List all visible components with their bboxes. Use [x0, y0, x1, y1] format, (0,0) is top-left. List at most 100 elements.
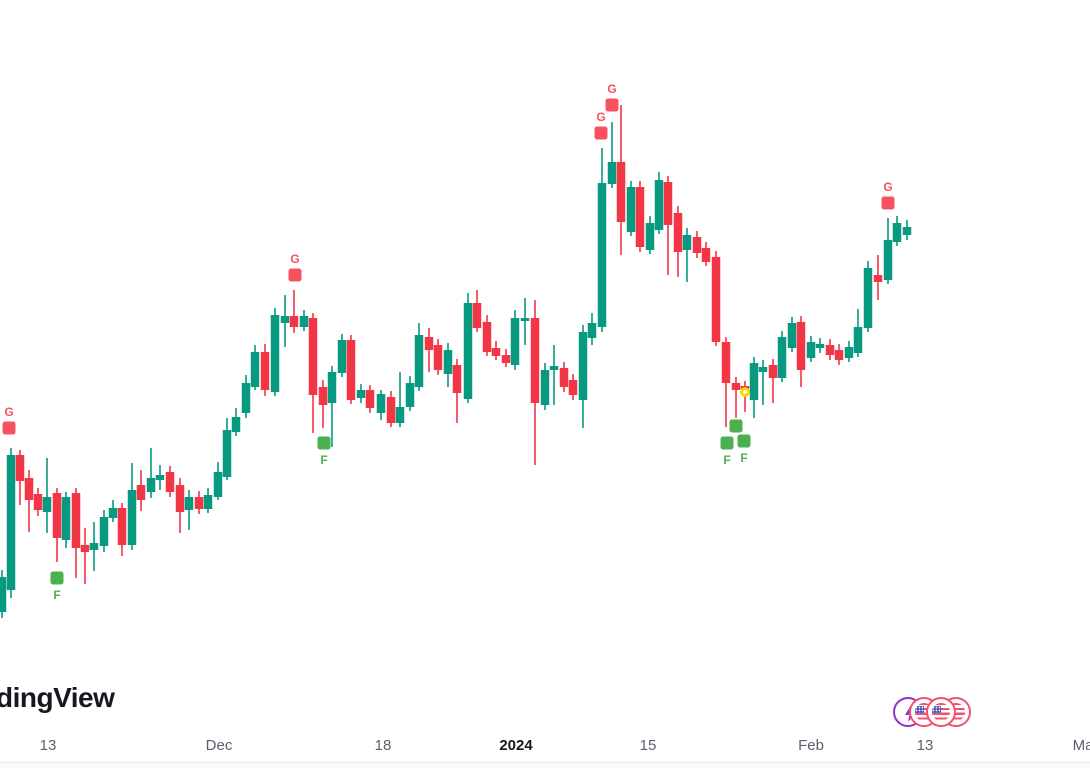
candle-body-up — [280, 316, 290, 323]
candle-body-down — [452, 365, 462, 393]
candle-body-down — [386, 397, 396, 423]
candle-body-down — [701, 248, 711, 262]
candle-wick — [150, 448, 152, 498]
candle-body-up — [395, 407, 405, 423]
candle-body-down — [568, 380, 578, 395]
buy-signal-square — [317, 436, 331, 450]
candle-wick — [686, 228, 688, 282]
candle-body-up — [540, 370, 550, 405]
candle-body-down — [768, 365, 778, 378]
candle-body-down — [33, 494, 43, 510]
time-tick-2024: 2024 — [499, 737, 533, 754]
candle-body-down — [194, 497, 204, 509]
candle-body-down — [346, 340, 356, 400]
candle-body-down — [15, 455, 25, 481]
time-tick-15: 15 — [639, 737, 657, 754]
candle-body-up — [61, 497, 71, 540]
candle-body-up — [222, 430, 232, 477]
candle-body-up — [337, 340, 347, 373]
candle-wick — [293, 290, 295, 333]
candle-body-up — [327, 372, 337, 403]
candle-body-up — [626, 187, 636, 232]
candle-body-up — [607, 162, 617, 184]
candle-wick — [46, 458, 48, 533]
candle-body-down — [825, 345, 835, 355]
candle-body-down — [52, 493, 62, 538]
time-axis[interactable]: 13 Dec 18 2024 15 Feb 13 Ma — [0, 734, 1090, 762]
candle-wick — [28, 470, 30, 532]
candle-body-up — [815, 344, 825, 348]
candle-body-up — [863, 268, 873, 328]
candle-body-down — [796, 322, 806, 370]
candle-body-up — [510, 318, 520, 365]
candle-body-down — [433, 345, 443, 370]
candle-body-up — [682, 235, 692, 250]
candle-body-up — [787, 323, 797, 348]
candle-body-up — [902, 227, 912, 235]
time-tick-feb: Feb — [798, 737, 824, 754]
candle-body-up — [42, 497, 52, 512]
time-tick-13: 13 — [39, 737, 57, 754]
candle-body-up — [203, 495, 213, 509]
candle-body-up — [749, 363, 759, 400]
sell-signal-label: G — [607, 82, 616, 96]
tradingview-logo[interactable]: dingView — [0, 682, 115, 713]
axis-separator-line — [0, 762, 1090, 763]
candle-body-up — [146, 478, 156, 492]
buy-signal-label: F — [320, 453, 327, 467]
sell-signal-label: G — [4, 405, 13, 419]
candle-wick — [553, 345, 555, 405]
candle-body-down — [873, 275, 883, 282]
candle-body-down — [117, 508, 127, 545]
candle-body-up — [443, 350, 453, 374]
candle-body-down — [80, 545, 90, 552]
sell-signal-label: G — [883, 180, 892, 194]
candle-body-down — [692, 237, 702, 253]
candle-body-down — [482, 322, 492, 352]
candle-body-up — [405, 383, 415, 407]
buy-signal-square — [50, 571, 64, 585]
candle-body-up — [99, 517, 109, 546]
candle-body-up — [853, 327, 863, 353]
candle-body-up — [270, 315, 280, 392]
candle-body-down — [559, 368, 569, 387]
buy-signal-square — [729, 419, 743, 433]
neutral-signal-dot — [740, 387, 750, 397]
time-tick-ma: Ma — [1072, 737, 1090, 754]
candle-wick — [735, 377, 737, 418]
sell-signal-square — [2, 421, 16, 435]
candle-body-down — [289, 316, 299, 327]
candle-body-up — [463, 303, 473, 399]
candle-body-up — [231, 417, 241, 432]
candle-wick — [399, 372, 401, 427]
candle-body-down — [616, 162, 626, 222]
buy-signal-square — [720, 436, 734, 450]
sell-signal-square — [594, 126, 608, 140]
time-tick-18: 18 — [374, 737, 392, 754]
candle-body-up — [520, 318, 530, 321]
candle-body-down — [165, 472, 175, 492]
candle-body-up — [376, 394, 386, 413]
candle-body-down — [71, 493, 81, 548]
candle-body-up — [89, 543, 99, 550]
candle-wick — [762, 360, 764, 405]
candle-body-down — [318, 387, 328, 405]
candle-wick — [331, 366, 333, 447]
us-flag-icon — [926, 697, 956, 727]
candle-body-down — [491, 348, 501, 356]
candle-body-up — [241, 383, 251, 413]
candle-wick — [772, 359, 774, 403]
candle-body-up — [108, 508, 118, 518]
candle-body-up — [549, 366, 559, 370]
candle-body-down — [365, 390, 375, 408]
buy-signal-square — [737, 434, 751, 448]
candle-body-up — [213, 472, 223, 497]
time-tick-dec: Dec — [205, 737, 233, 754]
candle-body-up — [645, 223, 655, 250]
flag-canton — [932, 705, 942, 714]
sell-signal-label: G — [596, 110, 605, 124]
buy-signal-label: F — [723, 453, 730, 467]
candle-body-down — [635, 187, 645, 247]
